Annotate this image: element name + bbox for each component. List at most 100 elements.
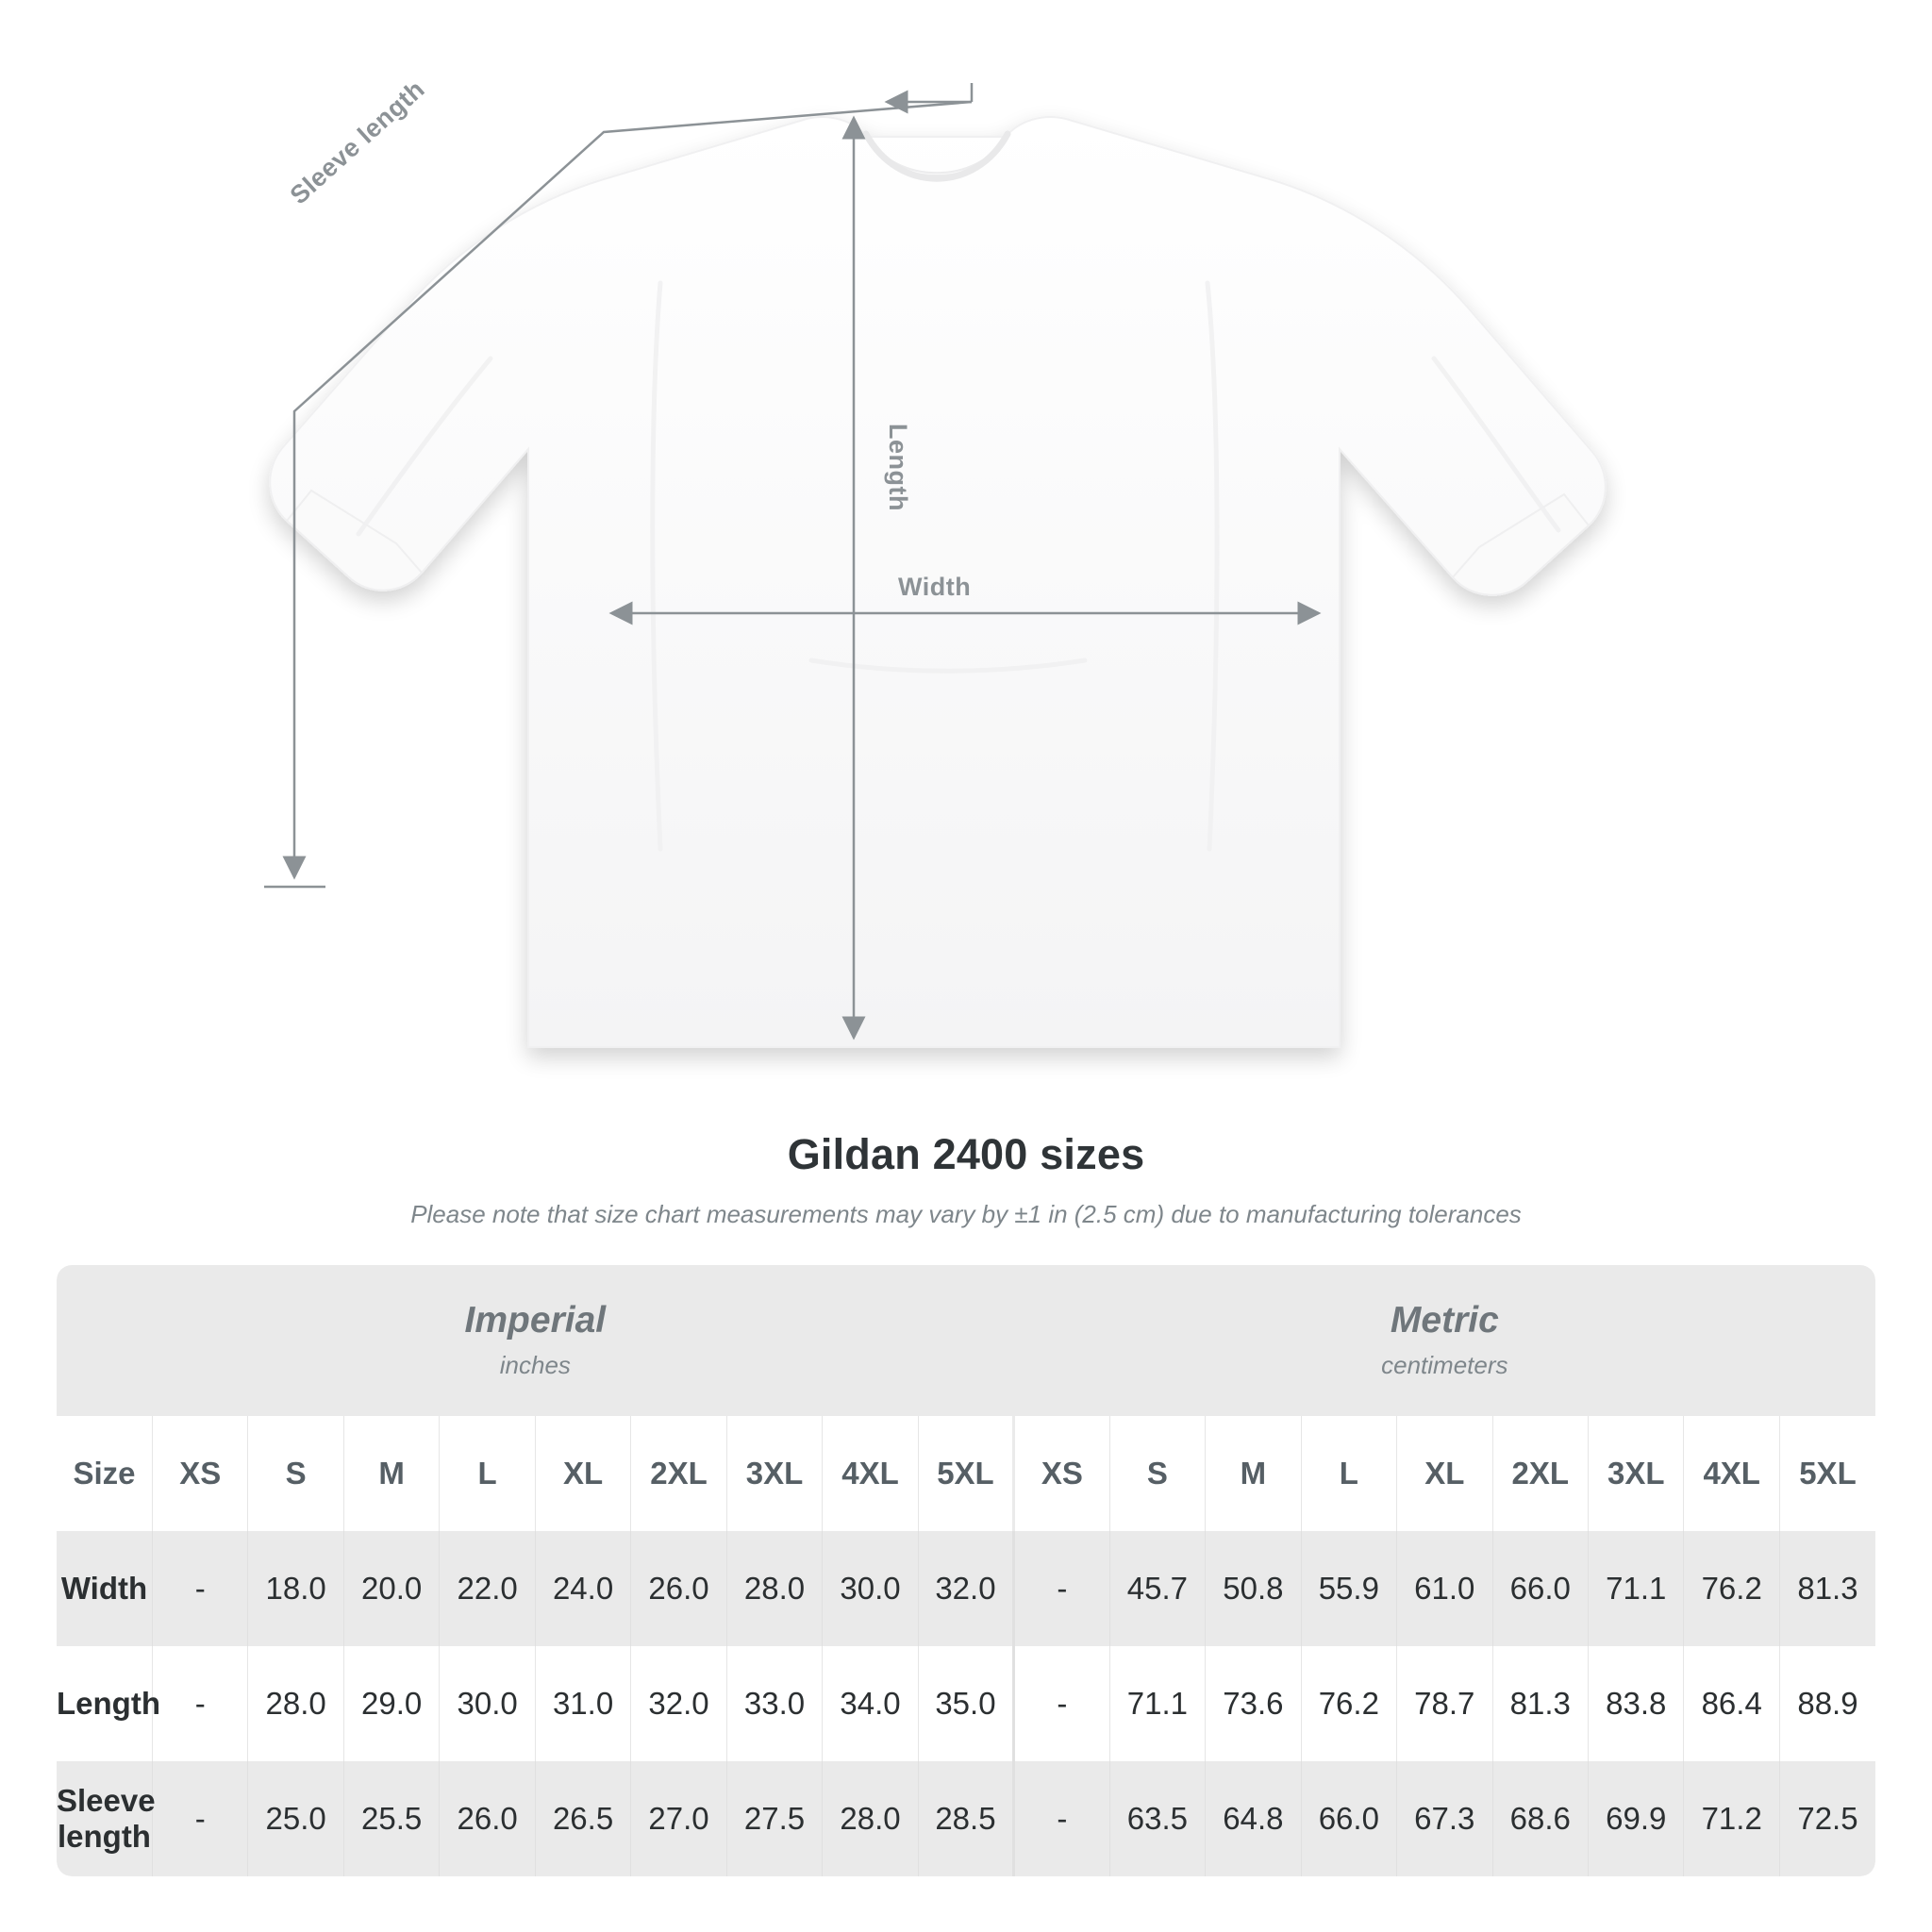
size-col-imp-2: M xyxy=(343,1416,441,1531)
cell-width-met-4: 61.0 xyxy=(1396,1531,1493,1646)
cell-sleeve-met-1: 63.5 xyxy=(1109,1761,1207,1876)
cell-length-met-2: 73.6 xyxy=(1205,1646,1302,1761)
size-col-imp-7: 4XL xyxy=(822,1416,919,1531)
cell-sleeve-imp-4: 26.5 xyxy=(535,1761,632,1876)
sleeve-length-dimension xyxy=(264,83,974,889)
cell-sleeve-met-7: 71.2 xyxy=(1683,1761,1780,1876)
cell-sleeve-imp-5: 27.0 xyxy=(630,1761,727,1876)
metric-unit-cell: Metric centimeters xyxy=(1013,1265,1875,1416)
cell-length-met-4: 78.7 xyxy=(1396,1646,1493,1761)
cell-length-met-0: - xyxy=(1012,1646,1110,1761)
length-label: Length xyxy=(883,424,912,511)
cell-sleeve-imp-3: 26.0 xyxy=(439,1761,536,1876)
cell-sleeve-imp-1: 25.0 xyxy=(247,1761,344,1876)
cell-sleeve-imp-2: 25.5 xyxy=(343,1761,441,1876)
size-col-met-8: 5XL xyxy=(1779,1416,1875,1531)
size-col-imp-5: 2XL xyxy=(630,1416,727,1531)
imperial-unit-sub: inches xyxy=(499,1350,571,1379)
cell-sleeve-met-2: 64.8 xyxy=(1205,1761,1302,1876)
cell-width-imp-4: 24.0 xyxy=(535,1531,632,1646)
cell-width-imp-0: - xyxy=(152,1531,249,1646)
cell-length-met-6: 83.8 xyxy=(1588,1646,1685,1761)
cell-sleeve-met-3: 66.0 xyxy=(1301,1761,1398,1876)
size-col-imp-1: S xyxy=(247,1416,344,1531)
cell-length-imp-0: - xyxy=(152,1646,249,1761)
cell-length-met-3: 76.2 xyxy=(1301,1646,1398,1761)
size-header-row: Size XS S M L XL 2XL 3XL 4XL 5XL XS S M … xyxy=(57,1416,1875,1531)
cell-length-met-1: 71.1 xyxy=(1109,1646,1207,1761)
table-row: Length - 28.0 29.0 30.0 31.0 32.0 33.0 3… xyxy=(57,1646,1875,1761)
size-col-met-6: 3XL xyxy=(1588,1416,1685,1531)
metric-unit-sub: centimeters xyxy=(1381,1350,1508,1379)
cell-width-imp-6: 28.0 xyxy=(726,1531,824,1646)
size-table-body: Imperial inches Metric centimeters Size … xyxy=(57,1265,1875,1876)
size-col-met-7: 4XL xyxy=(1683,1416,1780,1531)
cell-width-imp-2: 20.0 xyxy=(343,1531,441,1646)
unit-header-row: Imperial inches Metric centimeters xyxy=(57,1265,1875,1416)
cell-width-met-1: 45.7 xyxy=(1109,1531,1207,1646)
cell-length-imp-3: 30.0 xyxy=(439,1646,536,1761)
cell-length-imp-8: 35.0 xyxy=(918,1646,1015,1761)
row-label-length: Length xyxy=(57,1646,160,1761)
size-col-met-0: XS xyxy=(1012,1416,1110,1531)
garment-svg xyxy=(264,83,1607,1048)
cell-width-imp-3: 22.0 xyxy=(439,1531,536,1646)
cell-sleeve-met-6: 69.9 xyxy=(1588,1761,1685,1876)
size-col-met-2: M xyxy=(1205,1416,1302,1531)
cell-length-met-5: 81.3 xyxy=(1492,1646,1590,1761)
page-title: Gildan 2400 sizes xyxy=(787,1130,1145,1178)
cell-sleeve-met-0: - xyxy=(1012,1761,1110,1876)
cell-width-imp-5: 26.0 xyxy=(630,1531,727,1646)
size-col-imp-3: L xyxy=(439,1416,536,1531)
cell-sleeve-imp-7: 28.0 xyxy=(822,1761,919,1876)
cell-length-imp-4: 31.0 xyxy=(535,1646,632,1761)
tolerance-note: Please note that size chart measurements… xyxy=(410,1200,1522,1228)
size-table: Imperial inches Metric centimeters Size … xyxy=(57,1265,1875,1876)
size-header-cell: Size xyxy=(57,1416,153,1531)
shirt-shape xyxy=(269,116,1607,1048)
cell-width-imp-1: 18.0 xyxy=(247,1531,344,1646)
size-col-imp-8: 5XL xyxy=(918,1416,1015,1531)
size-col-met-3: L xyxy=(1301,1416,1398,1531)
table-row: Sleeve length - 25.0 25.5 26.0 26.5 27.0… xyxy=(57,1761,1875,1876)
cell-width-met-7: 76.2 xyxy=(1683,1531,1780,1646)
cell-width-met-5: 66.0 xyxy=(1492,1531,1590,1646)
cell-length-imp-1: 28.0 xyxy=(247,1646,344,1761)
cell-sleeve-met-8: 72.5 xyxy=(1779,1761,1875,1876)
size-col-imp-0: XS xyxy=(152,1416,249,1531)
cell-length-met-7: 86.4 xyxy=(1683,1646,1780,1761)
cell-sleeve-imp-0: - xyxy=(152,1761,249,1876)
row-label-sleeve-length: Sleeve length xyxy=(57,1761,156,1876)
cell-length-met-8: 88.9 xyxy=(1779,1646,1875,1761)
cell-sleeve-met-5: 68.6 xyxy=(1492,1761,1590,1876)
cell-sleeve-imp-8: 28.5 xyxy=(918,1761,1015,1876)
row-label-width: Width xyxy=(57,1531,153,1646)
width-label: Width xyxy=(898,573,972,601)
size-col-met-1: S xyxy=(1109,1416,1207,1531)
cell-width-imp-7: 30.0 xyxy=(822,1531,919,1646)
size-col-imp-6: 3XL xyxy=(726,1416,824,1531)
cell-length-imp-5: 32.0 xyxy=(630,1646,727,1761)
imperial-unit-name: Imperial xyxy=(464,1300,607,1341)
cell-width-met-6: 71.1 xyxy=(1588,1531,1685,1646)
size-col-met-5: 2XL xyxy=(1492,1416,1590,1531)
size-table-wrapper: Imperial inches Metric centimeters Size … xyxy=(57,1265,1875,1876)
cell-width-met-8: 81.3 xyxy=(1779,1531,1875,1646)
cell-length-imp-2: 29.0 xyxy=(343,1646,441,1761)
imperial-unit-cell: Imperial inches xyxy=(57,1265,1014,1416)
size-col-met-4: XL xyxy=(1396,1416,1493,1531)
metric-unit-name: Metric xyxy=(1390,1300,1499,1341)
cell-sleeve-imp-6: 27.5 xyxy=(726,1761,824,1876)
cell-length-imp-7: 34.0 xyxy=(822,1646,919,1761)
cell-width-imp-8: 32.0 xyxy=(918,1531,1015,1646)
garment-illustration: Sleeve length Length Width xyxy=(264,75,1607,1048)
cell-length-imp-6: 33.0 xyxy=(726,1646,824,1761)
cell-width-met-0: - xyxy=(1012,1531,1110,1646)
title-block: Gildan 2400 sizes Please note that size … xyxy=(0,1130,1932,1229)
size-col-imp-4: XL xyxy=(535,1416,632,1531)
cell-width-met-2: 50.8 xyxy=(1205,1531,1302,1646)
table-row: Width - 18.0 20.0 22.0 24.0 26.0 28.0 30… xyxy=(57,1531,1875,1646)
cell-sleeve-met-4: 67.3 xyxy=(1396,1761,1493,1876)
cell-width-met-3: 55.9 xyxy=(1301,1531,1398,1646)
